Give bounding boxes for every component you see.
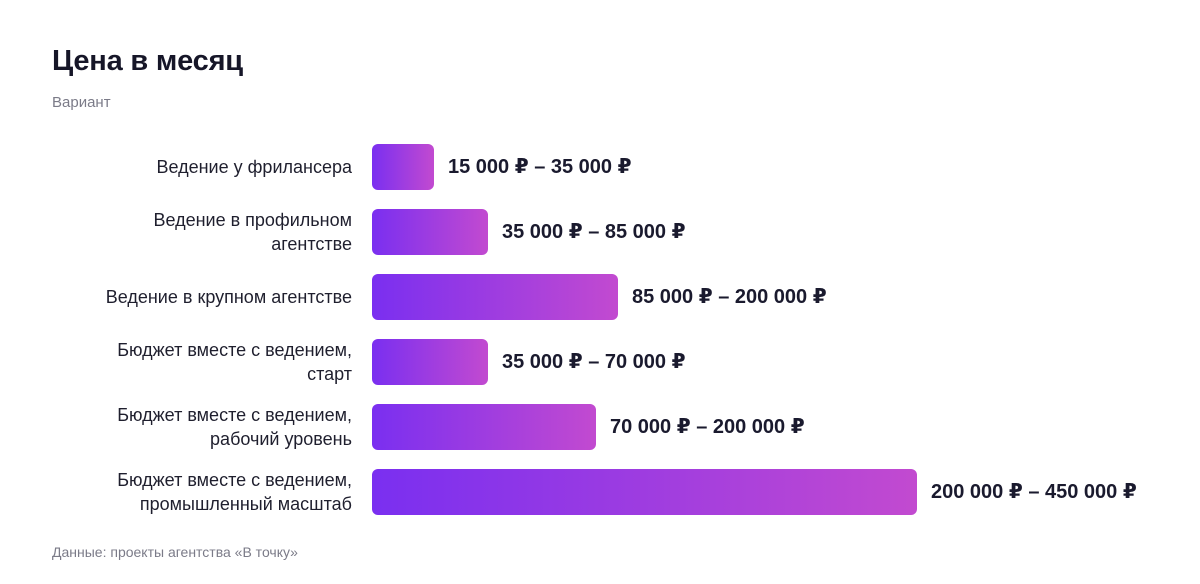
category-label-line: рабочий уровень — [210, 429, 352, 449]
category-label: Бюджет вместе с ведением, рабочий уровень — [32, 403, 352, 451]
category-label-line: Ведение в профильном — [153, 210, 352, 230]
bar — [372, 404, 596, 450]
bar — [372, 274, 618, 320]
category-label-line: Бюджет вместе с ведением, — [117, 470, 352, 490]
bar-value-label: 70 000 ₽ – 200 000 ₽ — [610, 416, 805, 438]
bar-value-label: 15 000 ₽ – 35 000 ₽ — [448, 156, 632, 178]
category-label-line: агентстве — [271, 234, 352, 254]
bar — [372, 209, 488, 255]
data-source-note: Данные: проекты агентства «В точку» — [52, 544, 298, 560]
bar-value-label: 85 000 ₽ – 200 000 ₽ — [632, 286, 827, 308]
chart-subtitle: Вариант — [52, 94, 111, 111]
category-label-line: промышленный масштаб — [139, 494, 352, 514]
category-label: Ведение в профильном агентстве — [32, 208, 352, 256]
category-label-line: Бюджет вместе с ведением, — [117, 405, 352, 425]
category-label: Бюджет вместе с ведением, промышленный ма… — [32, 468, 352, 516]
bar — [372, 339, 488, 385]
chart-title: Цена в месяц — [52, 45, 243, 77]
bar-value-label: 35 000 ₽ – 85 000 ₽ — [502, 221, 686, 243]
category-label: Бюджет вместе с ведением, старт — [32, 338, 352, 386]
bar — [372, 144, 434, 190]
category-label: Ведение в крупном агентстве — [32, 285, 352, 309]
category-label-line: старт — [307, 364, 352, 384]
category-label: Ведение у фрилансера — [32, 155, 352, 179]
category-label-line: Ведение у фрилансера — [156, 157, 352, 177]
bar-value-label: 35 000 ₽ – 70 000 ₽ — [502, 351, 686, 373]
bar — [372, 469, 917, 515]
category-label-line: Бюджет вместе с ведением, — [117, 340, 352, 360]
bar-value-label: 200 000 ₽ – 450 000 ₽ — [931, 481, 1137, 503]
category-label-line: Ведение в крупном агентстве — [105, 287, 352, 307]
